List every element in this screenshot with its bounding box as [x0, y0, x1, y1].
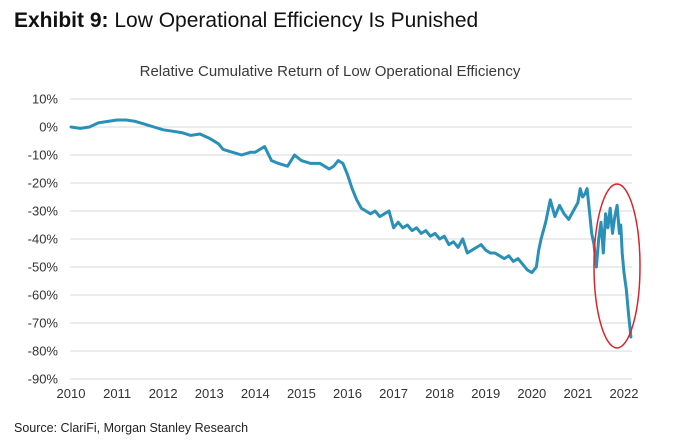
- x-tick-label: 2017: [379, 386, 408, 401]
- x-tick-label: 2011: [103, 386, 131, 401]
- grid-lines: [70, 98, 632, 380]
- exhibit-label: Exhibit 9:: [14, 9, 109, 32]
- x-axis-ticks: 2010 2011 2012 2013 2014 2015 2016 2017 2018 2019…: [57, 386, 639, 401]
- y-tick-label: -10%: [28, 148, 59, 163]
- exhibit-title: Low Operational Efficiency Is Punished: [114, 9, 479, 32]
- x-tick-label: 2022: [610, 386, 639, 401]
- y-tick-label: -70%: [28, 316, 59, 331]
- x-tick-label: 2014: [241, 386, 270, 401]
- highlight-ellipse: [593, 183, 641, 349]
- x-tick-label: 2016: [333, 386, 362, 401]
- x-tick-label: 2019: [471, 386, 500, 401]
- x-tick-label: 2015: [287, 386, 316, 401]
- y-axis-ticks: 10% 0% -10% -20% -30% -40% -50% -60% -70% -80% -90…: [28, 92, 59, 387]
- y-tick-label: -90%: [28, 372, 59, 387]
- series-layer: [69, 118, 633, 339]
- source-note: Source: ClariFi, Morgan Stanley Research: [14, 421, 249, 435]
- y-tick-label: -80%: [28, 344, 59, 359]
- exhibit-header: Exhibit 9: Low Operational Efficiency Is…: [14, 6, 478, 36]
- x-tick-label: 2013: [195, 386, 224, 401]
- series-line: [69, 118, 633, 339]
- y-tick-label: -60%: [28, 288, 59, 303]
- y-tick-label: -20%: [28, 176, 59, 191]
- x-tick-label: 2010: [57, 386, 86, 401]
- y-tick-label: -30%: [28, 204, 59, 219]
- y-tick-label: -50%: [28, 260, 59, 275]
- x-tick-label: 2020: [517, 386, 546, 401]
- chart-title: Relative Cumulative Return of Low Operat…: [140, 63, 521, 80]
- x-tick-label: 2021: [563, 386, 592, 401]
- x-tick-label: 2018: [425, 386, 454, 401]
- y-tick-label: 0%: [39, 120, 58, 135]
- y-tick-label: -40%: [28, 232, 59, 247]
- x-tick-label: 2012: [149, 386, 178, 401]
- y-tick-label: 10%: [32, 92, 58, 107]
